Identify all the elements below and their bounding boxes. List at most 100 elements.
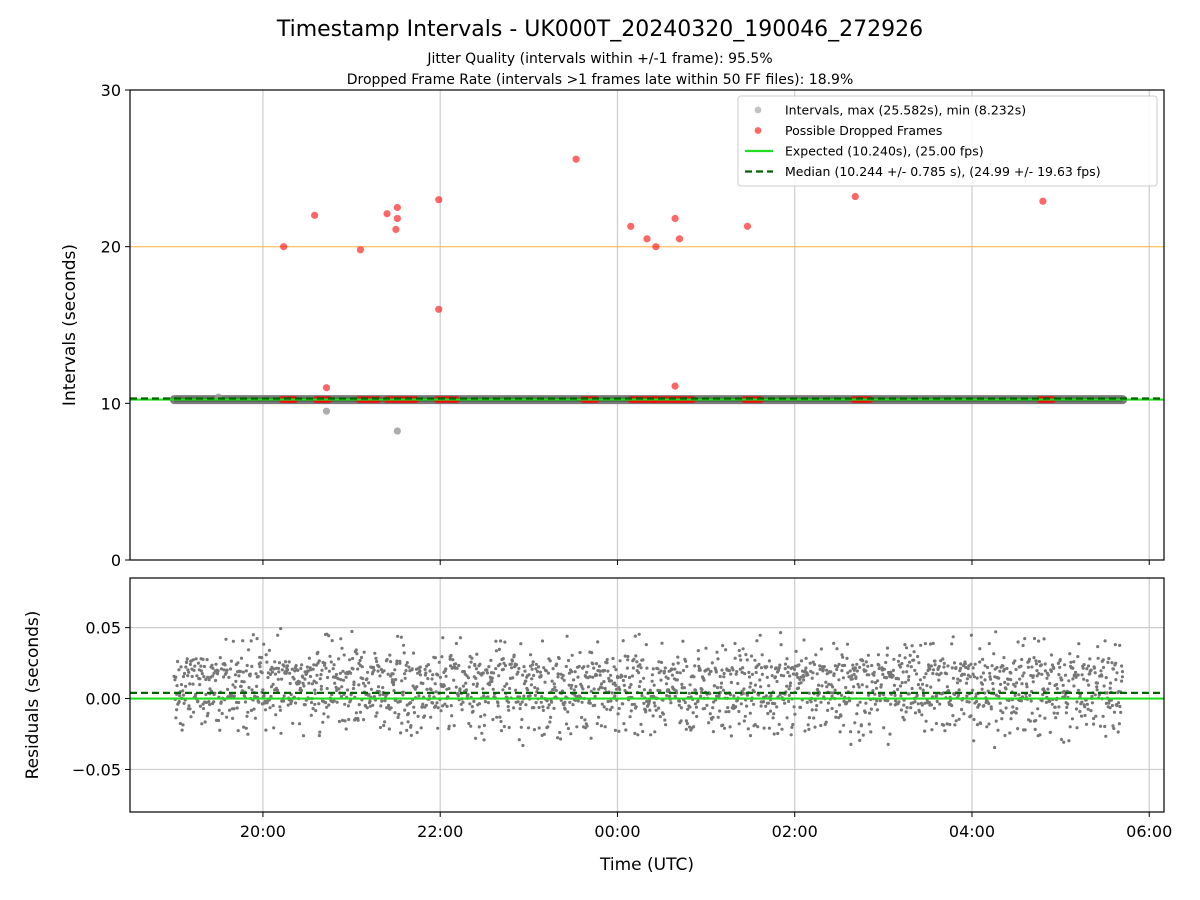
residual-point — [959, 666, 963, 671]
residual-point — [307, 681, 311, 685]
residual-point — [482, 738, 486, 742]
residual-point — [787, 687, 791, 691]
residual-point — [901, 715, 905, 720]
residual-point — [679, 719, 683, 723]
residual-point — [988, 671, 992, 675]
residual-point — [954, 719, 958, 723]
residual-point — [333, 681, 337, 685]
residual-point — [1004, 706, 1008, 710]
residual-point — [323, 661, 327, 665]
residual-point — [609, 679, 614, 683]
residual-point — [1108, 706, 1112, 710]
residual-point — [335, 700, 339, 704]
residual-point — [614, 668, 618, 672]
residual-point — [517, 738, 521, 742]
residual-point — [915, 693, 919, 698]
residual-point — [265, 660, 269, 664]
residual-point — [264, 653, 268, 657]
residual-point — [361, 681, 365, 685]
residual-point — [1035, 669, 1039, 673]
residual-point — [767, 726, 772, 730]
residual-point — [906, 664, 910, 668]
residual-point — [606, 669, 610, 673]
residual-point — [428, 669, 432, 673]
residual-point — [585, 670, 589, 674]
residual-point — [490, 676, 494, 680]
residual-point — [632, 657, 636, 661]
residual-point — [753, 658, 757, 662]
subtitle-dropped: Dropped Frame Rate (intervals >1 frames … — [347, 72, 854, 88]
residual-point — [783, 701, 787, 705]
residual-point — [567, 683, 571, 687]
residual-point — [459, 702, 463, 706]
residual-point — [240, 689, 244, 693]
residual-point — [777, 666, 781, 670]
residual-point — [718, 709, 722, 713]
residual-point — [421, 681, 425, 686]
residual-point — [564, 722, 569, 726]
residual-point — [625, 666, 630, 670]
residual-point — [684, 659, 688, 663]
residual-point — [450, 714, 454, 718]
residual-point — [678, 671, 682, 675]
residual-point — [682, 686, 687, 690]
residual-point — [229, 659, 233, 663]
residual-point — [975, 723, 980, 727]
residual-point — [833, 688, 837, 692]
residual-point — [1056, 711, 1060, 715]
residual-point — [1092, 666, 1096, 670]
residual-point — [250, 688, 254, 692]
residual-point — [554, 688, 558, 693]
residual-point — [863, 710, 867, 715]
residual-point — [839, 714, 843, 718]
residual-point — [651, 667, 655, 671]
residual-point — [939, 671, 943, 675]
residual-point — [1108, 681, 1113, 685]
residual-point — [1079, 714, 1084, 718]
residual-point — [786, 670, 790, 675]
residual-point — [623, 654, 627, 658]
residual-point — [277, 661, 282, 665]
residual-point — [1092, 722, 1096, 726]
residual-point — [951, 676, 956, 680]
residual-point — [770, 674, 774, 678]
dropped-frame-point-2 — [322, 384, 331, 392]
residual-point — [867, 693, 871, 697]
residual-point — [522, 694, 526, 698]
residual-point — [282, 664, 286, 668]
residual-point — [696, 657, 701, 661]
dropped-frame-point-4 — [383, 210, 391, 218]
residual-point — [1104, 676, 1108, 680]
residual-point — [790, 665, 795, 670]
residual-point — [290, 699, 294, 703]
residual-point — [208, 687, 212, 691]
residual-point — [648, 688, 652, 692]
residual-point — [580, 715, 584, 720]
residual-point — [238, 669, 242, 674]
residual-point — [1063, 695, 1067, 699]
residual-point — [408, 701, 413, 705]
residual-point — [913, 668, 917, 673]
residual-point — [644, 710, 648, 714]
residual-point — [1112, 726, 1116, 731]
residual-point — [343, 719, 347, 723]
residual-point — [342, 678, 346, 682]
residual-point — [677, 699, 682, 703]
residual-point — [564, 664, 568, 669]
residual-point — [1001, 664, 1005, 668]
residual-point — [620, 674, 624, 678]
residual-point — [610, 705, 614, 710]
residual-point — [950, 666, 954, 670]
residual-point — [491, 717, 495, 722]
residual-point — [194, 657, 198, 661]
residual-point — [435, 701, 439, 705]
residual-point — [1081, 666, 1085, 670]
residual-point — [737, 648, 741, 653]
residual-point — [749, 654, 754, 658]
residual-point — [750, 672, 755, 677]
residual-point — [637, 632, 641, 636]
residual-point — [898, 684, 903, 688]
residual-point — [416, 714, 420, 719]
residual-point — [721, 644, 725, 648]
residual-point — [222, 675, 226, 679]
